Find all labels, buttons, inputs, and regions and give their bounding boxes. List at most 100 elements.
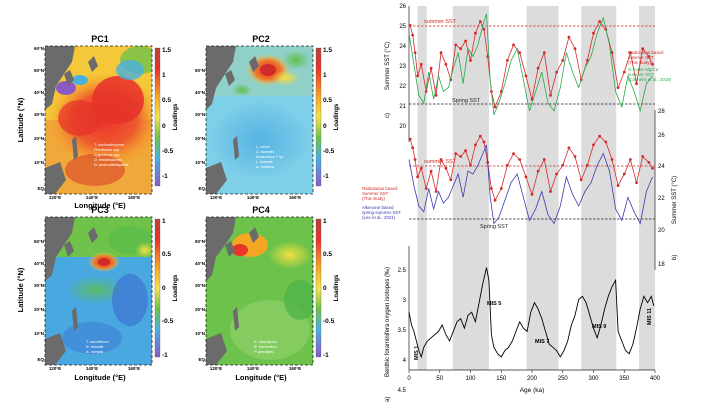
data-point-b [444,166,448,170]
species-label: Phorticium spp. [94,148,120,152]
y-tick: 4.5 [398,388,407,394]
data-point-c [444,62,448,66]
legend-tick: 0 [162,285,166,292]
lon-tick: 160°E [128,366,140,371]
lat-tick: 10°N [34,160,44,165]
legend-tick: 1.5 [323,47,332,54]
series-line-c-1 [408,13,653,115]
data-point-c [493,105,497,109]
legend-red-b: (This study) [362,196,385,201]
lat-tick: 60°N [34,46,44,51]
lat-tick: 50°N [195,239,205,244]
data-point-c [629,51,632,54]
data-point-b [499,187,503,190]
map-title: PC1 [91,34,109,44]
data-point-b [586,163,589,167]
lat-tick: 20°N [34,136,44,141]
spring-sst-label: Spring SST [480,224,509,230]
data-point-c [592,31,595,35]
species-label: E. neurogosa [254,340,277,344]
legend-red-b: Summer SST [362,191,389,196]
data-point-b [641,155,645,158]
data-point-b [592,143,595,147]
legend-tick: 0 [323,123,327,130]
data-point-c [635,82,638,86]
y-tick: 26 [658,133,665,139]
longitude-label: Longitude (°E) [74,201,126,210]
y-tick: 25 [399,24,406,30]
legend-red-b: Radiolarian based [362,186,398,191]
data-point-c [586,59,589,62]
y-tick: 3 [403,298,407,304]
data-point-b [478,134,482,138]
legend-tick: -0.5 [323,148,335,155]
panel-letter-a: a) [385,397,391,402]
map-title: PC3 [91,205,109,215]
y-tick: 4 [403,358,407,364]
data-point-b [561,163,565,167]
lon-tick: 140°E [247,195,259,200]
lon-tick: 140°E [86,366,98,371]
lat-tick: 10°N [195,160,205,165]
legend-tick: 0.5 [162,251,171,258]
x-tick-label: 300 [588,376,599,382]
data-point-b [542,158,546,161]
mis-label: MIS 1 [414,346,420,360]
legend-tick: 1.5 [162,47,171,54]
data-point-c [616,86,620,89]
summer-sst-label: summer SST [424,19,457,25]
map-panel-pc3: PC3 1 0.5 0 -0.5 -1 Loadings T. baccifer… [16,205,179,382]
legend-tick: 0 [162,123,166,130]
data-point-b [647,161,651,164]
map-title: PC4 [252,205,270,215]
legend-tick: -1 [323,352,329,359]
lat-tick: 40°N [195,261,205,266]
mis-label: MIS 5 [487,301,501,307]
data-point-c [610,51,614,54]
species-label: Zygocircus spp. [93,153,121,157]
glacial-bands [417,6,655,370]
legend-tick: -0.5 [323,318,335,325]
data-point-b [506,163,509,167]
x-tick-label: 200 [527,376,538,382]
data-point-c [555,70,558,74]
data-point-b [416,175,419,179]
y-tick: 23 [399,64,406,70]
y-tick: 20 [399,124,406,130]
species-label: D. profunditatispinus [94,163,129,167]
series-layer [408,13,655,359]
lat-tick: EQ [198,357,205,362]
legend-tick: 0.5 [162,97,171,104]
lat-tick: EQ [198,186,205,191]
legend-red-c: Radiolarian based [628,50,664,55]
legend-red-c: (This study) [628,60,651,65]
data-point-b [530,193,534,196]
data-point-b [536,169,540,173]
lat-tick: 50°N [195,68,205,73]
map-panel-pc4: PC4 1 0.5 0 -0.5 -1 Loadings E. neurogos… [195,205,340,382]
lat-tick: 40°N [34,90,44,95]
longitude-label: Longitude (°E) [74,373,126,382]
data-point-b [610,158,614,161]
lat-tick: 20°N [34,307,44,312]
data-point-c [429,66,433,70]
glacial-band [452,6,489,370]
data-point-b [524,175,528,179]
loadings-label: Loadings [173,103,179,130]
data-point-c [408,24,412,27]
data-point-b [490,187,493,190]
x-tick-label: 0 [407,376,411,382]
data-point-b [419,166,423,170]
y-tick: 24 [399,44,406,50]
legend-green-c: (Clemens et al., 2018) [628,77,672,82]
legend-tick: 1 [162,72,166,79]
species-label: R. trachodum [254,345,277,349]
x-tick-label: 350 [619,376,630,382]
lon-tick: 160°E [289,195,301,200]
legend-tick: -1 [323,173,329,180]
latitude-label: Latitude (°N) [16,97,25,142]
y-label-b: Summer SST (°C) [672,176,678,224]
series-line-b-1 [408,144,653,225]
data-point-c [542,51,546,54]
